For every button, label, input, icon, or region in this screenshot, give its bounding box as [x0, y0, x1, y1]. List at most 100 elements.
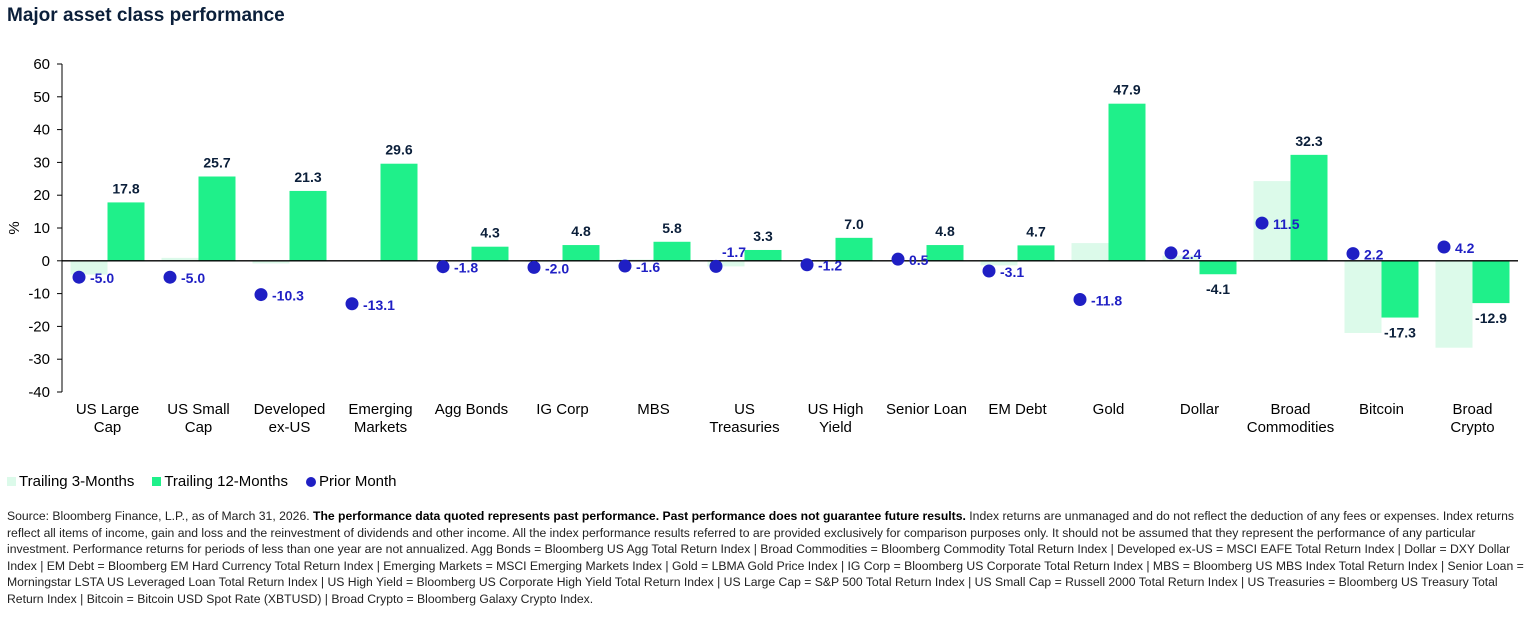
y-tick-label: 40: [33, 122, 50, 139]
data-label-prior-month: -1.6: [636, 259, 660, 275]
marker-prior-month: [982, 264, 996, 278]
x-tick-label: IG Corp: [536, 401, 589, 418]
y-tick-label: 50: [33, 89, 50, 106]
bar-trailing-12m: [1381, 260, 1419, 318]
data-label-trailing-12m: 3.3: [753, 228, 773, 244]
marker-prior-month: [800, 258, 814, 272]
x-tick-label: US Small: [167, 401, 230, 418]
marker-prior-month: [527, 260, 541, 274]
marker-prior-month: [1073, 293, 1087, 307]
bar-trailing-12m: [1472, 260, 1510, 304]
x-tick-label: Bitcoin: [1359, 401, 1404, 418]
bar-trailing-12m: [471, 246, 509, 261]
bar-trailing-3m: [980, 260, 1018, 266]
x-tick-label: Broad: [1270, 401, 1310, 418]
bar-trailing-12m: [1290, 154, 1328, 261]
bar-trailing-12m: [107, 202, 145, 261]
marker-prior-month: [254, 288, 268, 302]
y-tick-label: 30: [33, 154, 50, 171]
legend-item-trailing-12-months: Trailing 12-Months: [152, 473, 288, 490]
data-label-prior-month: 11.5: [1273, 216, 1300, 232]
bar-trailing-12m: [1017, 245, 1055, 261]
data-label-trailing-12m: 4.7: [1026, 223, 1046, 239]
x-tick-label: Crypto: [1450, 419, 1494, 436]
data-label-trailing-12m: 4.8: [935, 223, 955, 239]
bar-trailing-12m: [744, 249, 782, 261]
bar-trailing-3m: [616, 259, 654, 261]
bar-trailing-12m: [380, 163, 418, 261]
data-label-prior-month: -11.8: [1091, 293, 1122, 309]
bar-trailing-12m: [289, 190, 327, 261]
source-details: Index returns are unmanaged and do not r…: [7, 509, 1524, 606]
x-tick-label: Treasuries: [709, 419, 779, 436]
y-tick-label: -20: [28, 318, 50, 335]
data-label-trailing-12m: 5.8: [662, 220, 682, 236]
legend-item-trailing-3-months: Trailing 3-Months: [7, 473, 134, 490]
data-label-trailing-12m: 32.3: [1295, 133, 1322, 149]
y-tick-label: -30: [28, 351, 50, 368]
y-tick-label: 0: [42, 253, 50, 270]
data-label-trailing-12m: 47.9: [1113, 82, 1140, 98]
data-label-trailing-12m: -12.9: [1475, 310, 1507, 326]
marker-prior-month: [891, 252, 905, 266]
x-tick-label: MBS: [637, 401, 670, 418]
x-tick-label: Dollar: [1180, 401, 1219, 418]
chart-title: Major asset class performance: [7, 5, 285, 26]
x-tick-label: Gold: [1093, 401, 1125, 418]
data-label-prior-month: -1.8: [454, 260, 478, 276]
x-tick-label: EM Debt: [988, 401, 1047, 418]
data-label-prior-month: -3.1: [1000, 264, 1024, 280]
y-tick-label: -10: [28, 286, 50, 303]
marker-prior-month: [345, 297, 359, 311]
bar-trailing-3m: [1435, 260, 1473, 348]
data-label-trailing-12m: -17.3: [1384, 325, 1416, 341]
data-label-trailing-12m: -4.1: [1206, 281, 1230, 297]
marker-prior-month: [436, 260, 450, 274]
data-label-prior-month: 0.5: [909, 252, 929, 268]
x-tick-label: Agg Bonds: [435, 401, 508, 418]
source-note: Source: Bloomberg Finance, L.P., as of M…: [7, 508, 1529, 607]
x-tick-label: Emerging: [348, 401, 412, 418]
legend-label-prior-month: Prior Month: [319, 473, 397, 490]
legend: Trailing 3-Months Trailing 12-Months Pri…: [7, 473, 415, 490]
marker-prior-month: [709, 259, 723, 273]
marker-prior-month: [1164, 246, 1178, 260]
x-tick-label: Broad: [1452, 401, 1492, 418]
bar-trailing-3m: [1071, 243, 1109, 261]
x-tick-label: US: [734, 401, 755, 418]
bar-trailing-12m: [653, 241, 691, 261]
chart-plot: % 60 50 40 30 20 10 0 -10 -20 -30 -40 17.8 -5.0 US Lar…: [6, 56, 1518, 436]
marker-prior-month: [1346, 247, 1360, 261]
data-label-prior-month: 2.4: [1182, 246, 1202, 262]
marker-prior-month: [1437, 240, 1451, 254]
y-tick-label: 20: [33, 187, 50, 204]
data-label-trailing-12m: 29.6: [385, 142, 412, 158]
x-tick-label: ex-US: [269, 419, 311, 436]
data-label-prior-month: -5.0: [90, 270, 114, 286]
data-label-trailing-12m: 7.0: [844, 216, 864, 232]
bar-trailing-3m: [707, 260, 745, 267]
data-label-prior-month: 2.2: [1364, 247, 1384, 263]
x-tick-label: Cap: [94, 419, 122, 436]
bar-trailing-12m: [562, 245, 600, 261]
marker-prior-month: [618, 259, 632, 273]
legend-swatch-trailing-12-months: [152, 477, 162, 486]
y-tick-label: 60: [33, 56, 50, 73]
legend-label-trailing-12-months: Trailing 12-Months: [164, 473, 288, 490]
legend-label-trailing-3-months: Trailing 3-Months: [19, 473, 135, 490]
source-disclaimer: The performance data quoted represents p…: [313, 509, 966, 523]
data-label-prior-month: -13.1: [363, 297, 395, 313]
marker-prior-month: [1255, 216, 1269, 230]
data-label-prior-month: 4.2: [1455, 240, 1475, 256]
source-prefix: Source: Bloomberg Finance, L.P., as of M…: [7, 509, 313, 523]
bar-trailing-12m: [926, 245, 964, 261]
y-tick-label: -40: [28, 384, 50, 401]
x-tick-label: Markets: [354, 419, 407, 436]
legend-marker-prior-month: [306, 476, 316, 487]
x-tick-label: Developed: [254, 401, 326, 418]
data-label-trailing-12m: 17.8: [112, 180, 139, 196]
data-label-trailing-12m: 4.8: [571, 223, 591, 239]
data-label-trailing-3m: -1.7: [722, 244, 746, 260]
data-label-trailing-12m: 25.7: [203, 155, 230, 171]
bar-trailing-12m: [198, 176, 236, 261]
